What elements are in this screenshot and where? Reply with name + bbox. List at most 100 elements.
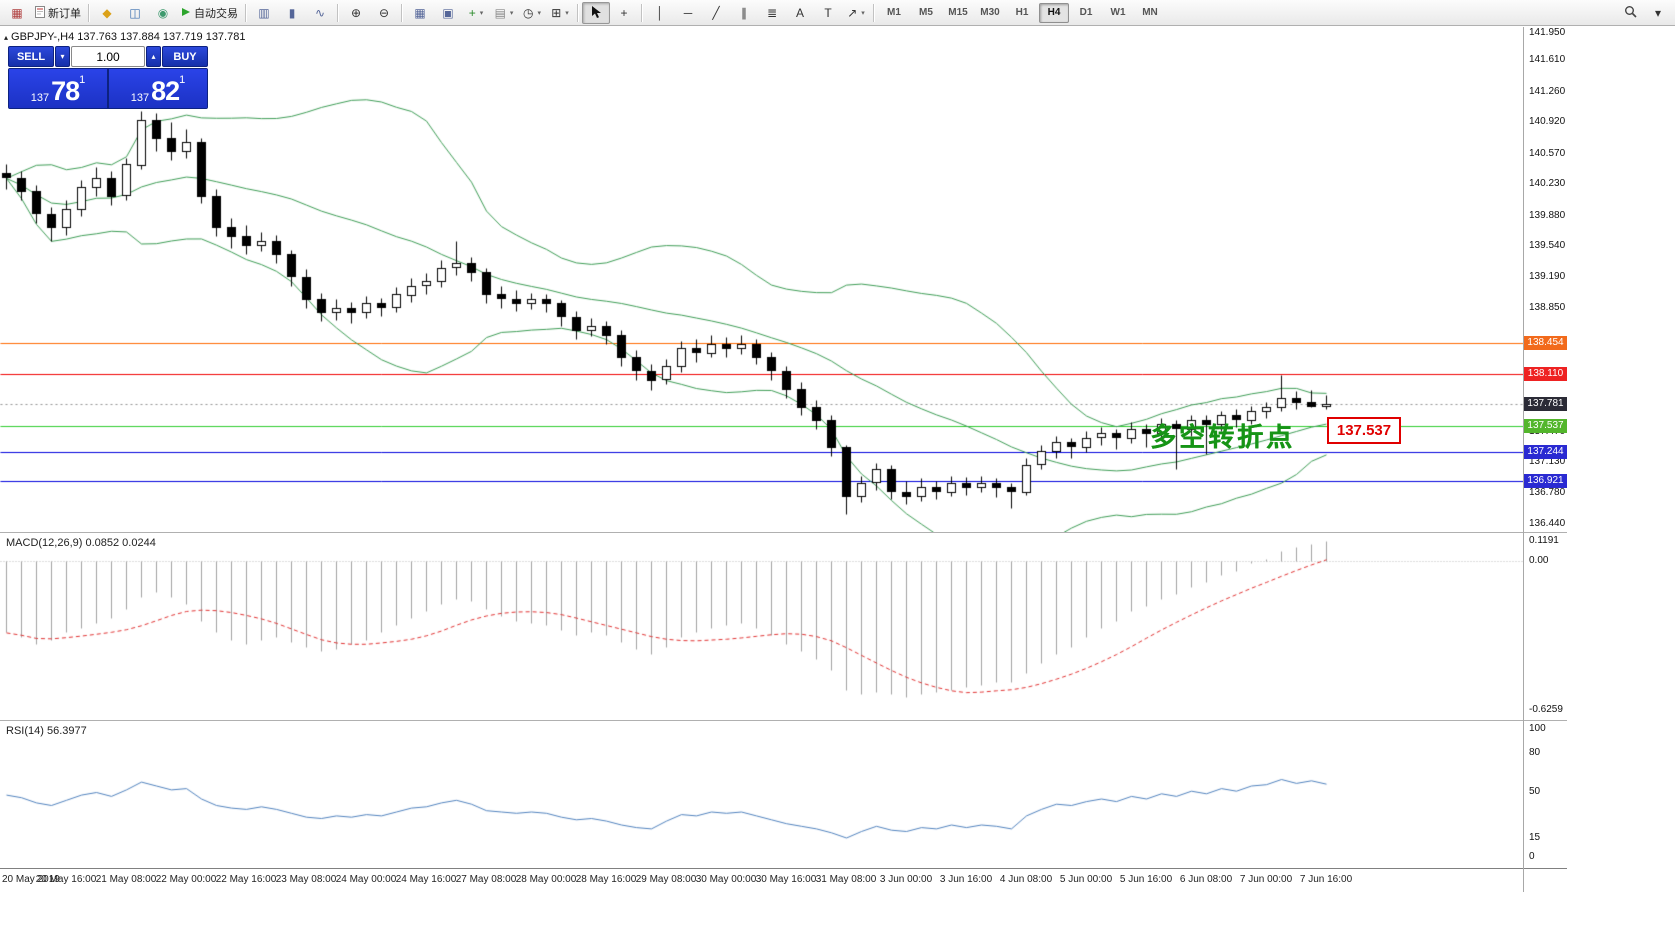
new-order-button: [35, 5, 45, 20]
menu-chevron-icon[interactable]: ▾: [1644, 2, 1672, 24]
price-tick-label: 136.780: [1529, 487, 1566, 499]
sell-price-display[interactable]: 137 78 1: [9, 69, 107, 108]
charts-window-icon: ▦: [11, 5, 23, 20]
time-axis-label: 23 May 08:00: [275, 874, 337, 885]
tile-windows-icon[interactable]: ▦: [406, 2, 434, 24]
candlestick-chart-icon[interactable]: ▮: [278, 2, 306, 24]
text-icon: A: [795, 5, 804, 20]
label-icon[interactable]: T: [814, 2, 842, 24]
time-axis-label: 5 Jun 16:00: [1119, 874, 1173, 885]
macd-pane-canvas[interactable]: [0, 534, 1523, 720]
timeframe-button-w1[interactable]: W1: [1110, 7, 1126, 18]
macd-splitter[interactable]: [0, 532, 1567, 533]
volume-input[interactable]: [71, 46, 145, 67]
navigator-icon[interactable]: ◉: [149, 2, 177, 24]
timeframe-button-d1[interactable]: D1: [1079, 7, 1093, 18]
text-icon[interactable]: A: [786, 2, 814, 24]
horizontal-line-icon[interactable]: ─: [674, 2, 702, 24]
rsi-tick-label: 15: [1529, 831, 1541, 843]
rsi-pane-canvas[interactable]: [0, 722, 1523, 868]
line-chart-icon[interactable]: ∿: [306, 2, 334, 24]
volume-increase-button[interactable]: ▴: [146, 46, 161, 67]
charts-window-icon[interactable]: ▦: [3, 2, 31, 24]
new-chart-icon[interactable]: + ▾: [462, 2, 490, 24]
templates-icon[interactable]: ⊞ ▾: [546, 2, 574, 24]
bar-chart-icon: ▥: [258, 5, 270, 20]
chart-window: ▴ GBPJPY-,H4 137.763 137.884 137.719 137.…: [0, 27, 1675, 950]
bar-chart-icon[interactable]: ▥: [250, 2, 278, 24]
line-chart-icon: ∿: [314, 5, 326, 20]
toolbar-separator: [245, 3, 247, 22]
fibonacci-icon: ≣: [766, 5, 778, 20]
autotrading-button[interactable]: 自动交易: [177, 2, 242, 24]
sell-price-prefix: 137: [30, 92, 50, 104]
time-axis-label: 30 May 00:00: [695, 874, 757, 885]
templates-icon: ⊞: [551, 5, 562, 20]
price-level-badge: 137.244: [1524, 444, 1567, 459]
rsi-tick-label: 80: [1529, 747, 1541, 758]
crosshair-icon[interactable]: +: [610, 2, 638, 24]
time-axis-label: 3 Jun 16:00: [939, 874, 993, 885]
volume-decrease-button[interactable]: ▾: [55, 46, 70, 67]
chevron-down-icon: ▾: [565, 9, 569, 17]
period-icon[interactable]: ◷ ▾: [518, 2, 546, 24]
timeframe-button-m5[interactable]: M5: [919, 7, 933, 18]
timeframe-button-m30[interactable]: M30: [980, 7, 1000, 18]
timeframe-button-mn[interactable]: MN: [1142, 7, 1158, 18]
macd-tick-label: 0.1191: [1529, 535, 1559, 546]
cursor-icon[interactable]: [582, 1, 610, 24]
price-level-flag[interactable]: 137.537: [1327, 417, 1401, 444]
data-window-icon[interactable]: ◫: [121, 2, 149, 24]
arrows-icon[interactable]: ↗ ▾: [842, 2, 870, 24]
vertical-line-icon[interactable]: │: [646, 2, 674, 24]
trendline-icon[interactable]: ╱: [702, 2, 730, 24]
macd-indicator-label: MACD(12,26,9) 0.0852 0.0244: [6, 537, 156, 549]
buy-button[interactable]: BUY: [162, 46, 208, 67]
price-tick-label: 140.230: [1529, 178, 1566, 190]
price-level-badge: 137.781: [1524, 396, 1567, 411]
rsi-tick-label: 0: [1529, 851, 1535, 862]
time-axis-label: 28 May 00:00: [515, 874, 577, 885]
timeframe-button-m1[interactable]: M1: [887, 7, 901, 18]
cascade-windows-icon[interactable]: ▣: [434, 2, 462, 24]
trendline-icon: ╱: [712, 5, 720, 20]
time-axis-label: 3 Jun 00:00: [879, 874, 933, 885]
collapse-pane-icon[interactable]: ▴: [4, 33, 9, 42]
price-tick-label: 136.440: [1529, 517, 1566, 529]
zoom-in-icon[interactable]: ⊕: [342, 2, 370, 24]
time-axis-label: 31 May 08:00: [815, 874, 877, 885]
rsi-splitter[interactable]: [0, 720, 1567, 721]
sell-button[interactable]: SELL: [8, 46, 54, 67]
profiles-icon[interactable]: ▤ ▾: [490, 2, 518, 24]
zoom-out-icon: ⊖: [378, 5, 390, 20]
navigator-icon: ◉: [157, 5, 169, 20]
timeframe-button-h4[interactable]: H4: [1039, 2, 1069, 23]
chart-title-ohlc: GBPJPY-,H4 137.763 137.884 137.719 137.7…: [11, 31, 246, 43]
time-axis-label: 20 May 16:00: [35, 874, 97, 885]
chevron-down-icon: ▾: [479, 9, 484, 17]
search-icon[interactable]: [1616, 2, 1644, 24]
timeframe-button-m15[interactable]: M15: [948, 7, 968, 18]
macd-tick-label: -0.6259: [1529, 703, 1563, 715]
buy-price-display[interactable]: 137 82 1: [109, 69, 207, 108]
toolbar-separator: [873, 3, 875, 22]
equidistant-channel-icon[interactable]: ∥: [730, 2, 758, 24]
fibonacci-icon[interactable]: ≣: [758, 2, 786, 24]
price-tick-label: 141.950: [1529, 27, 1566, 38]
chart-text-annotation[interactable]: 多空转折点: [1150, 422, 1296, 452]
time-axis[interactable]: 20 May 2019 20 May 16:00 21 May 08:00 22 Ma…: [0, 870, 1567, 892]
price-tick-label: 139.880: [1529, 209, 1566, 221]
main-chart-canvas[interactable]: [0, 28, 1523, 532]
autotrading-button-label: 自动交易: [194, 7, 238, 20]
timeframe-button-h1[interactable]: H1: [1015, 7, 1029, 18]
time-axis-label: 7 Jun 16:00: [1299, 874, 1353, 885]
price-scale[interactable]: 141.950 141.610 141.260 140.920 140.570 140.2…: [1523, 27, 1567, 892]
new-order-button[interactable]: 新订单: [31, 2, 85, 24]
zoom-out-icon[interactable]: ⊖: [370, 2, 398, 24]
toolbar-separator: [337, 3, 339, 22]
one-click-trading-panel: SELL ▾ ▴ BUY 137 78 1 137 82 1: [8, 46, 208, 109]
time-axis-label: 21 May 08:00: [95, 874, 157, 885]
marketwatch-icon[interactable]: ◆: [93, 2, 121, 24]
profiles-icon: ▤: [494, 5, 506, 20]
time-axis-label: 4 Jun 08:00: [999, 874, 1053, 885]
